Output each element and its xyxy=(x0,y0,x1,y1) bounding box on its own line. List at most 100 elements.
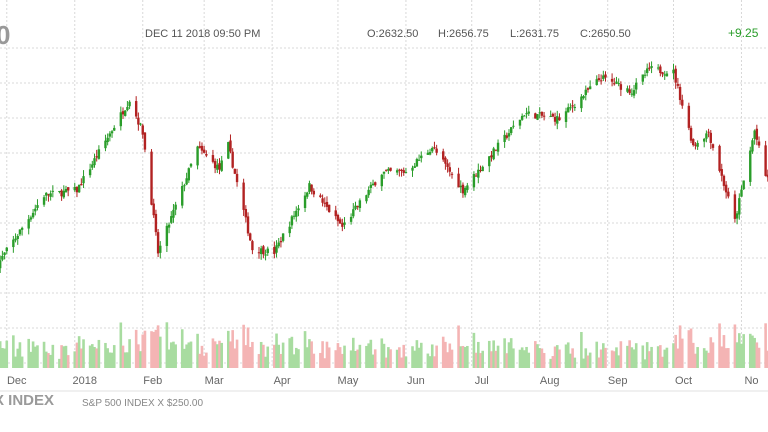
volume-bar xyxy=(661,356,664,368)
candle-body xyxy=(525,113,528,115)
volume-bar xyxy=(220,342,224,368)
candle-body xyxy=(369,184,373,188)
x-tick-label: No xyxy=(744,375,758,387)
candle-body xyxy=(426,152,430,155)
volume-bar xyxy=(165,322,169,368)
candle-body xyxy=(82,176,85,184)
candle-body xyxy=(597,78,601,81)
volume-bar xyxy=(3,348,6,368)
volume-bar xyxy=(428,356,432,368)
candle-body xyxy=(553,116,557,122)
volume-bar xyxy=(628,340,631,368)
volume-bar xyxy=(398,347,401,368)
volume-bar xyxy=(29,351,33,368)
volume-bar xyxy=(659,345,662,368)
volume-bar xyxy=(474,352,478,368)
volume-bar xyxy=(512,348,515,368)
candle-body xyxy=(306,192,309,197)
grid-lines xyxy=(0,0,768,368)
volume-bar xyxy=(356,349,359,368)
candle-body xyxy=(257,252,261,254)
candle-body xyxy=(400,169,403,172)
candle-body xyxy=(49,193,52,197)
volume-bar xyxy=(5,340,9,368)
candle-body xyxy=(674,68,677,83)
candle-body xyxy=(181,185,184,206)
candle-body xyxy=(538,112,541,114)
volume-bar xyxy=(202,355,206,368)
candle-body xyxy=(235,173,239,183)
candle-body xyxy=(80,183,83,186)
volume-bar xyxy=(128,339,131,368)
candle-body xyxy=(742,180,745,190)
candle-body xyxy=(420,155,423,159)
volume-bar xyxy=(108,352,112,368)
volume-bar xyxy=(16,348,20,368)
candle-body xyxy=(722,175,726,186)
candle-body xyxy=(604,74,607,78)
volume-bar xyxy=(534,341,537,368)
volume-bar xyxy=(242,324,245,368)
volume-bar xyxy=(134,329,138,368)
candle-body xyxy=(259,248,263,255)
candle-body xyxy=(310,184,313,192)
volume-bar xyxy=(58,358,61,368)
candle-body xyxy=(137,117,140,125)
candle-body xyxy=(479,170,482,172)
volume-bar xyxy=(722,335,726,368)
candle-body xyxy=(415,159,419,167)
candle-body xyxy=(507,133,511,137)
volume-bar xyxy=(742,334,745,368)
candle-body xyxy=(113,127,116,131)
volume-bar xyxy=(73,351,77,368)
volume-bar xyxy=(487,340,491,368)
volume-bar xyxy=(494,350,498,368)
candle-body xyxy=(141,125,144,135)
candle-body xyxy=(27,219,30,229)
candle-body xyxy=(196,146,199,166)
candle-body xyxy=(696,142,699,147)
volume-bar xyxy=(656,346,660,368)
volume-bar xyxy=(119,322,123,368)
volume-bar xyxy=(564,344,568,368)
candle-body xyxy=(481,166,484,172)
volume-bar xyxy=(435,345,438,368)
candle-body xyxy=(220,160,223,171)
candle-body xyxy=(264,254,267,256)
candle-body xyxy=(205,153,208,156)
volume-bar xyxy=(244,345,248,368)
candle-body xyxy=(450,173,454,175)
candle-body xyxy=(564,111,568,122)
candle-body xyxy=(45,192,48,196)
candle-body xyxy=(88,169,92,176)
volume-bar xyxy=(211,338,215,368)
volume-bar xyxy=(158,336,162,368)
candle-body xyxy=(523,115,526,117)
volume-bar xyxy=(400,357,403,368)
candle-body xyxy=(757,141,761,146)
candle-body xyxy=(724,184,728,193)
volume-bar xyxy=(167,349,171,368)
volume-bar xyxy=(477,341,480,368)
candle-body xyxy=(73,187,76,191)
volume-bar xyxy=(549,358,552,368)
volume-bar xyxy=(446,352,449,368)
volume-bar xyxy=(555,345,559,368)
volume-bar xyxy=(643,359,647,368)
candle-body xyxy=(227,142,230,159)
candle-body xyxy=(472,174,476,188)
candle-body xyxy=(51,190,55,192)
volume-bar xyxy=(415,340,419,368)
volume-bar xyxy=(503,338,506,368)
candle-body xyxy=(187,168,191,181)
x-tick-label: Apr xyxy=(274,375,291,387)
volume-bar xyxy=(297,349,300,368)
volume-bar xyxy=(369,339,373,368)
volume-bar xyxy=(551,356,555,368)
candle-body xyxy=(349,216,353,222)
volume-bar xyxy=(143,330,147,368)
volume-bar xyxy=(553,346,557,368)
candle-body xyxy=(402,170,405,173)
candle-body xyxy=(692,139,695,146)
candle-body xyxy=(404,172,408,174)
